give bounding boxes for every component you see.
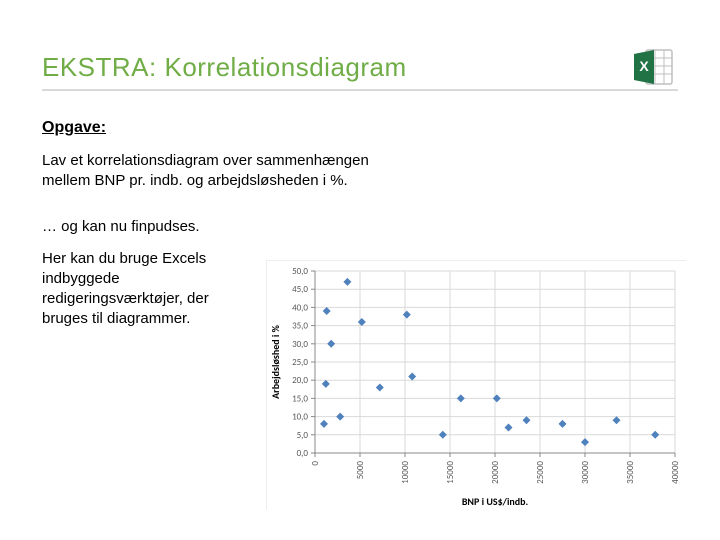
svg-text:X: X (639, 58, 649, 74)
svg-text:40,0: 40,0 (292, 302, 308, 313)
svg-text:30000: 30000 (580, 461, 591, 484)
svg-text:10,0: 10,0 (292, 412, 308, 423)
svg-text:20,0: 20,0 (292, 375, 308, 386)
svg-text:35,0: 35,0 (292, 321, 308, 332)
slide: X EKSTRA: Korrelationsdiagram Opgave: La… (0, 0, 720, 540)
note-text: … og kan nu finpudses. (42, 218, 678, 235)
svg-text:20000: 20000 (490, 461, 501, 484)
svg-text:Arbejdsløshed i %: Arbejdsløshed i % (269, 324, 282, 399)
svg-text:25,0: 25,0 (292, 357, 308, 368)
svg-text:5,0: 5,0 (297, 430, 309, 441)
svg-text:45,0: 45,0 (292, 284, 308, 295)
svg-text:25000: 25000 (535, 461, 546, 484)
svg-text:30,0: 30,0 (292, 339, 308, 350)
svg-text:10000: 10000 (400, 461, 411, 484)
svg-text:15000: 15000 (445, 461, 456, 484)
subheading: Opgave: (42, 119, 678, 137)
page-title: EKSTRA: Korrelationsdiagram (42, 52, 678, 83)
svg-text:BNP i US$/indb.: BNP i US$/indb. (462, 495, 529, 508)
svg-text:0: 0 (310, 461, 321, 466)
svg-text:0,0: 0,0 (297, 448, 309, 459)
scatter-chart: 0,0 5,0 10,0 15,0 20,0 25,0 30,0 35,0 40,0 45,0 50… (266, 260, 686, 510)
svg-text:35000: 35000 (625, 461, 636, 484)
svg-text:50,0: 50,0 (292, 266, 308, 277)
description-text: Her kan du bruge Excels indbyggede redig… (42, 249, 252, 330)
task-text: Lav et korrelationsdiagram over sammenhæ… (42, 151, 372, 192)
title-divider (42, 89, 678, 91)
excel-icon: X (630, 44, 676, 95)
svg-text:5000: 5000 (355, 461, 366, 480)
svg-text:15,0: 15,0 (292, 393, 308, 404)
svg-text:40000: 40000 (670, 461, 681, 484)
